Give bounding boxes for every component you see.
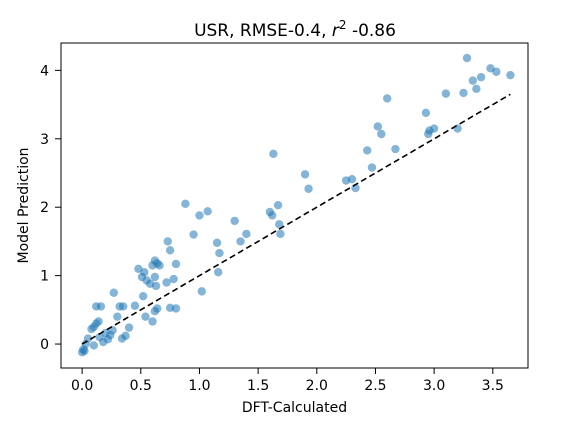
data-point	[181, 199, 190, 208]
x-tick-label: 1.0	[188, 378, 210, 394]
x-tick-label: 0.0	[71, 378, 93, 394]
data-point	[163, 237, 172, 246]
data-point	[171, 304, 181, 313]
data-point	[476, 73, 486, 82]
data-point	[269, 149, 278, 159]
data-point	[203, 207, 212, 216]
data-point	[275, 220, 284, 229]
plot-area	[77, 53, 515, 357]
data-point	[268, 211, 277, 220]
data-point	[155, 261, 164, 270]
data-point	[459, 88, 468, 98]
data-point	[118, 302, 128, 311]
y-tick-label: 0	[40, 337, 49, 353]
chart-title: USR, RMSE-0.4, r2 -0.86	[194, 18, 396, 41]
data-point	[468, 76, 478, 85]
x-axis-ticks: 0.0 0.5 1.0 1.5 2.0 2.5 3.0 3.5	[71, 368, 504, 394]
data-point	[140, 268, 149, 277]
data-point	[421, 108, 431, 117]
data-point	[151, 281, 161, 291]
x-tick-label: 3.0	[423, 378, 445, 394]
data-point	[273, 200, 283, 210]
data-point	[391, 144, 400, 154]
data-point	[162, 278, 171, 287]
data-point	[80, 346, 89, 356]
reference-line-group	[81, 93, 511, 345]
data-point	[141, 312, 150, 321]
data-point	[441, 89, 451, 98]
data-point	[214, 268, 223, 277]
data-point	[373, 122, 383, 131]
data-point	[94, 317, 103, 326]
data-point	[453, 124, 462, 133]
x-tick-label: 2.5	[364, 378, 386, 394]
x-tick-label: 3.5	[482, 378, 504, 394]
data-point	[197, 287, 206, 296]
data-point	[367, 163, 377, 172]
data-point	[124, 323, 134, 332]
data-point	[300, 170, 310, 179]
data-point	[171, 259, 181, 269]
data-point	[383, 94, 392, 103]
data-point	[109, 288, 119, 297]
data-point	[462, 53, 472, 63]
data-point	[150, 272, 160, 282]
y-tick-label: 2	[40, 200, 49, 216]
data-point	[153, 304, 162, 313]
x-tick-label: 2.0	[306, 378, 328, 394]
data-point	[130, 301, 140, 310]
data-point	[113, 312, 122, 321]
data-point	[165, 246, 175, 255]
data-point	[236, 237, 245, 246]
data-point	[121, 331, 130, 341]
data-point	[215, 248, 224, 258]
data-point	[230, 216, 239, 226]
data-point	[363, 146, 372, 155]
data-point	[96, 302, 106, 311]
data-point	[492, 67, 501, 76]
data-point	[472, 84, 481, 94]
y-tick-label: 1	[40, 269, 49, 285]
plot-frame	[60, 42, 529, 369]
data-point	[347, 174, 357, 184]
data-point	[304, 184, 313, 193]
data-point	[138, 291, 148, 301]
y-tick-label: 3	[40, 132, 49, 148]
data-point	[195, 211, 204, 220]
y-tick-label: 4	[40, 63, 49, 79]
data-point	[429, 124, 439, 133]
data-point	[169, 274, 178, 284]
data-point	[242, 229, 251, 239]
data-point	[212, 238, 222, 247]
data-point	[83, 334, 93, 343]
y-axis-ticks: 0 1 2 3 4	[40, 63, 61, 353]
x-axis-label: DFT-Calculated	[242, 400, 347, 416]
y-axis-label: Model Prediction	[16, 147, 32, 263]
data-point	[377, 129, 386, 139]
x-tick-label: 1.5	[247, 378, 269, 394]
data-point	[148, 317, 157, 326]
data-point	[506, 70, 515, 80]
reference-line	[81, 93, 511, 345]
x-tick-label: 0.5	[130, 378, 152, 394]
data-point	[189, 230, 198, 239]
data-point	[89, 341, 99, 350]
data-point	[276, 229, 285, 239]
